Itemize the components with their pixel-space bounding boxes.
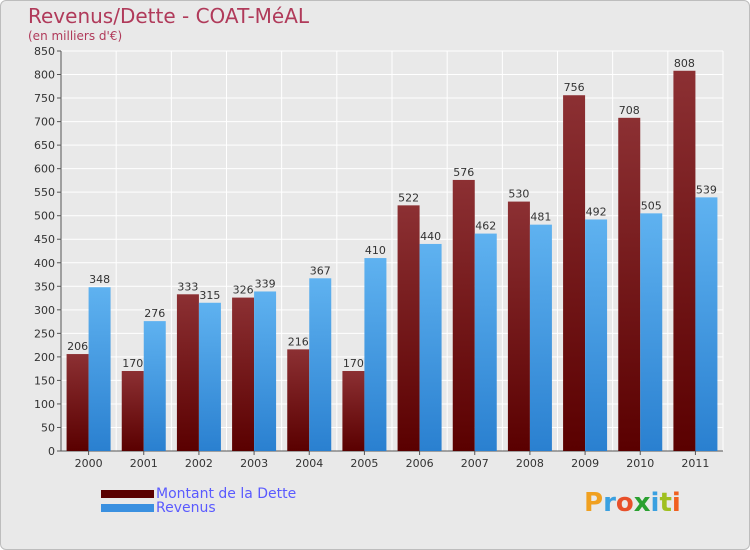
x-tick-label: 2002 [185, 457, 213, 470]
logo-letter: t [659, 488, 672, 518]
chart-subtitle: (en milliers d'€) [28, 29, 123, 43]
data-label: 170 [343, 357, 364, 370]
y-tick-label: 400 [34, 257, 55, 270]
data-label: 530 [508, 188, 529, 201]
data-label: 339 [255, 277, 276, 290]
logo-letter: o [615, 488, 634, 518]
chart-title: Revenus/Dette - COAT-MéAL [28, 4, 310, 28]
data-label: 462 [475, 220, 496, 233]
bar-dette [507, 201, 530, 451]
y-tick-label: 450 [34, 233, 55, 246]
y-tick-label: 600 [34, 163, 55, 176]
logo-letter: i [650, 488, 660, 518]
data-label: 440 [420, 230, 441, 243]
y-tick-label: 550 [34, 186, 55, 199]
bar-revenus [640, 213, 663, 451]
x-tick-label: 2011 [681, 457, 709, 470]
bar-dette [232, 297, 255, 451]
x-tick-label: 2008 [516, 457, 544, 470]
y-tick-label: 250 [34, 327, 55, 340]
bar-revenus [198, 302, 221, 451]
y-tick-label: 650 [34, 139, 55, 152]
y-tick-label: 200 [34, 351, 55, 364]
data-label: 808 [674, 57, 695, 70]
data-label: 348 [89, 273, 110, 286]
bar-revenus [88, 287, 111, 451]
data-label: 333 [177, 280, 198, 293]
data-label: 539 [696, 183, 717, 196]
x-tick-label: 2006 [406, 457, 434, 470]
x-tick-label: 2005 [350, 457, 378, 470]
x-tick-label: 2000 [75, 457, 103, 470]
data-label: 492 [586, 205, 607, 218]
data-label: 276 [144, 307, 165, 320]
bar-revenus [585, 219, 608, 451]
x-tick-label: 2009 [571, 457, 599, 470]
proxiti-logo: Proxiti [584, 488, 681, 518]
bar-dette [121, 371, 144, 451]
y-tick-label: 750 [34, 92, 55, 105]
bar-revenus [143, 321, 166, 451]
y-tick-label: 800 [34, 69, 55, 82]
x-tick-label: 2003 [240, 457, 268, 470]
bar-dette [618, 117, 641, 451]
bar-revenus [529, 224, 552, 451]
bar-dette [397, 205, 420, 451]
bar-dette [176, 294, 199, 451]
logo-letter: r [603, 488, 616, 518]
bar-revenus [309, 278, 332, 451]
bar-dette [452, 179, 475, 452]
data-label: 367 [310, 264, 331, 277]
y-tick-label: 0 [48, 445, 55, 458]
bar-dette [287, 349, 310, 451]
legend-swatch-dette [101, 490, 154, 498]
bar-dette [563, 95, 586, 451]
data-label: 410 [365, 244, 386, 257]
legend-label-revenus: Revenus [156, 500, 216, 516]
y-tick-label: 850 [34, 45, 55, 58]
bar-revenus [254, 291, 277, 451]
y-tick-label: 150 [34, 374, 55, 387]
logo-letter: P [584, 488, 604, 518]
bar-dette [66, 354, 89, 451]
y-tick-label: 300 [34, 304, 55, 317]
bar-revenus [474, 233, 497, 451]
bar-dette [673, 70, 696, 451]
y-tick-label: 700 [34, 116, 55, 129]
bar-dette [342, 371, 365, 451]
y-tick-label: 500 [34, 210, 55, 223]
data-label: 708 [619, 104, 640, 117]
legend-swatch-revenus [101, 504, 154, 512]
data-label: 170 [122, 357, 143, 370]
data-label: 216 [288, 335, 309, 348]
y-tick-label: 50 [41, 421, 55, 434]
bar-revenus [419, 243, 442, 451]
x-tick-label: 2007 [461, 457, 489, 470]
data-label: 481 [530, 211, 551, 224]
data-label: 505 [641, 199, 662, 212]
data-label: 756 [564, 81, 585, 94]
x-tick-label: 2010 [626, 457, 654, 470]
logo-letter: x [633, 488, 651, 518]
bar-revenus [364, 258, 387, 451]
bar-revenus [695, 197, 718, 451]
data-label: 576 [453, 166, 474, 179]
x-tick-label: 2004 [295, 457, 323, 470]
data-label: 315 [199, 289, 220, 302]
data-label: 326 [233, 284, 254, 297]
y-tick-label: 350 [34, 280, 55, 293]
logo-letter: i [671, 488, 681, 518]
data-label: 206 [67, 340, 88, 353]
x-tick-label: 2001 [130, 457, 158, 470]
legend-label-dette: Montant de la Dette [156, 486, 297, 502]
data-label: 522 [398, 191, 419, 204]
y-tick-label: 100 [34, 398, 55, 411]
